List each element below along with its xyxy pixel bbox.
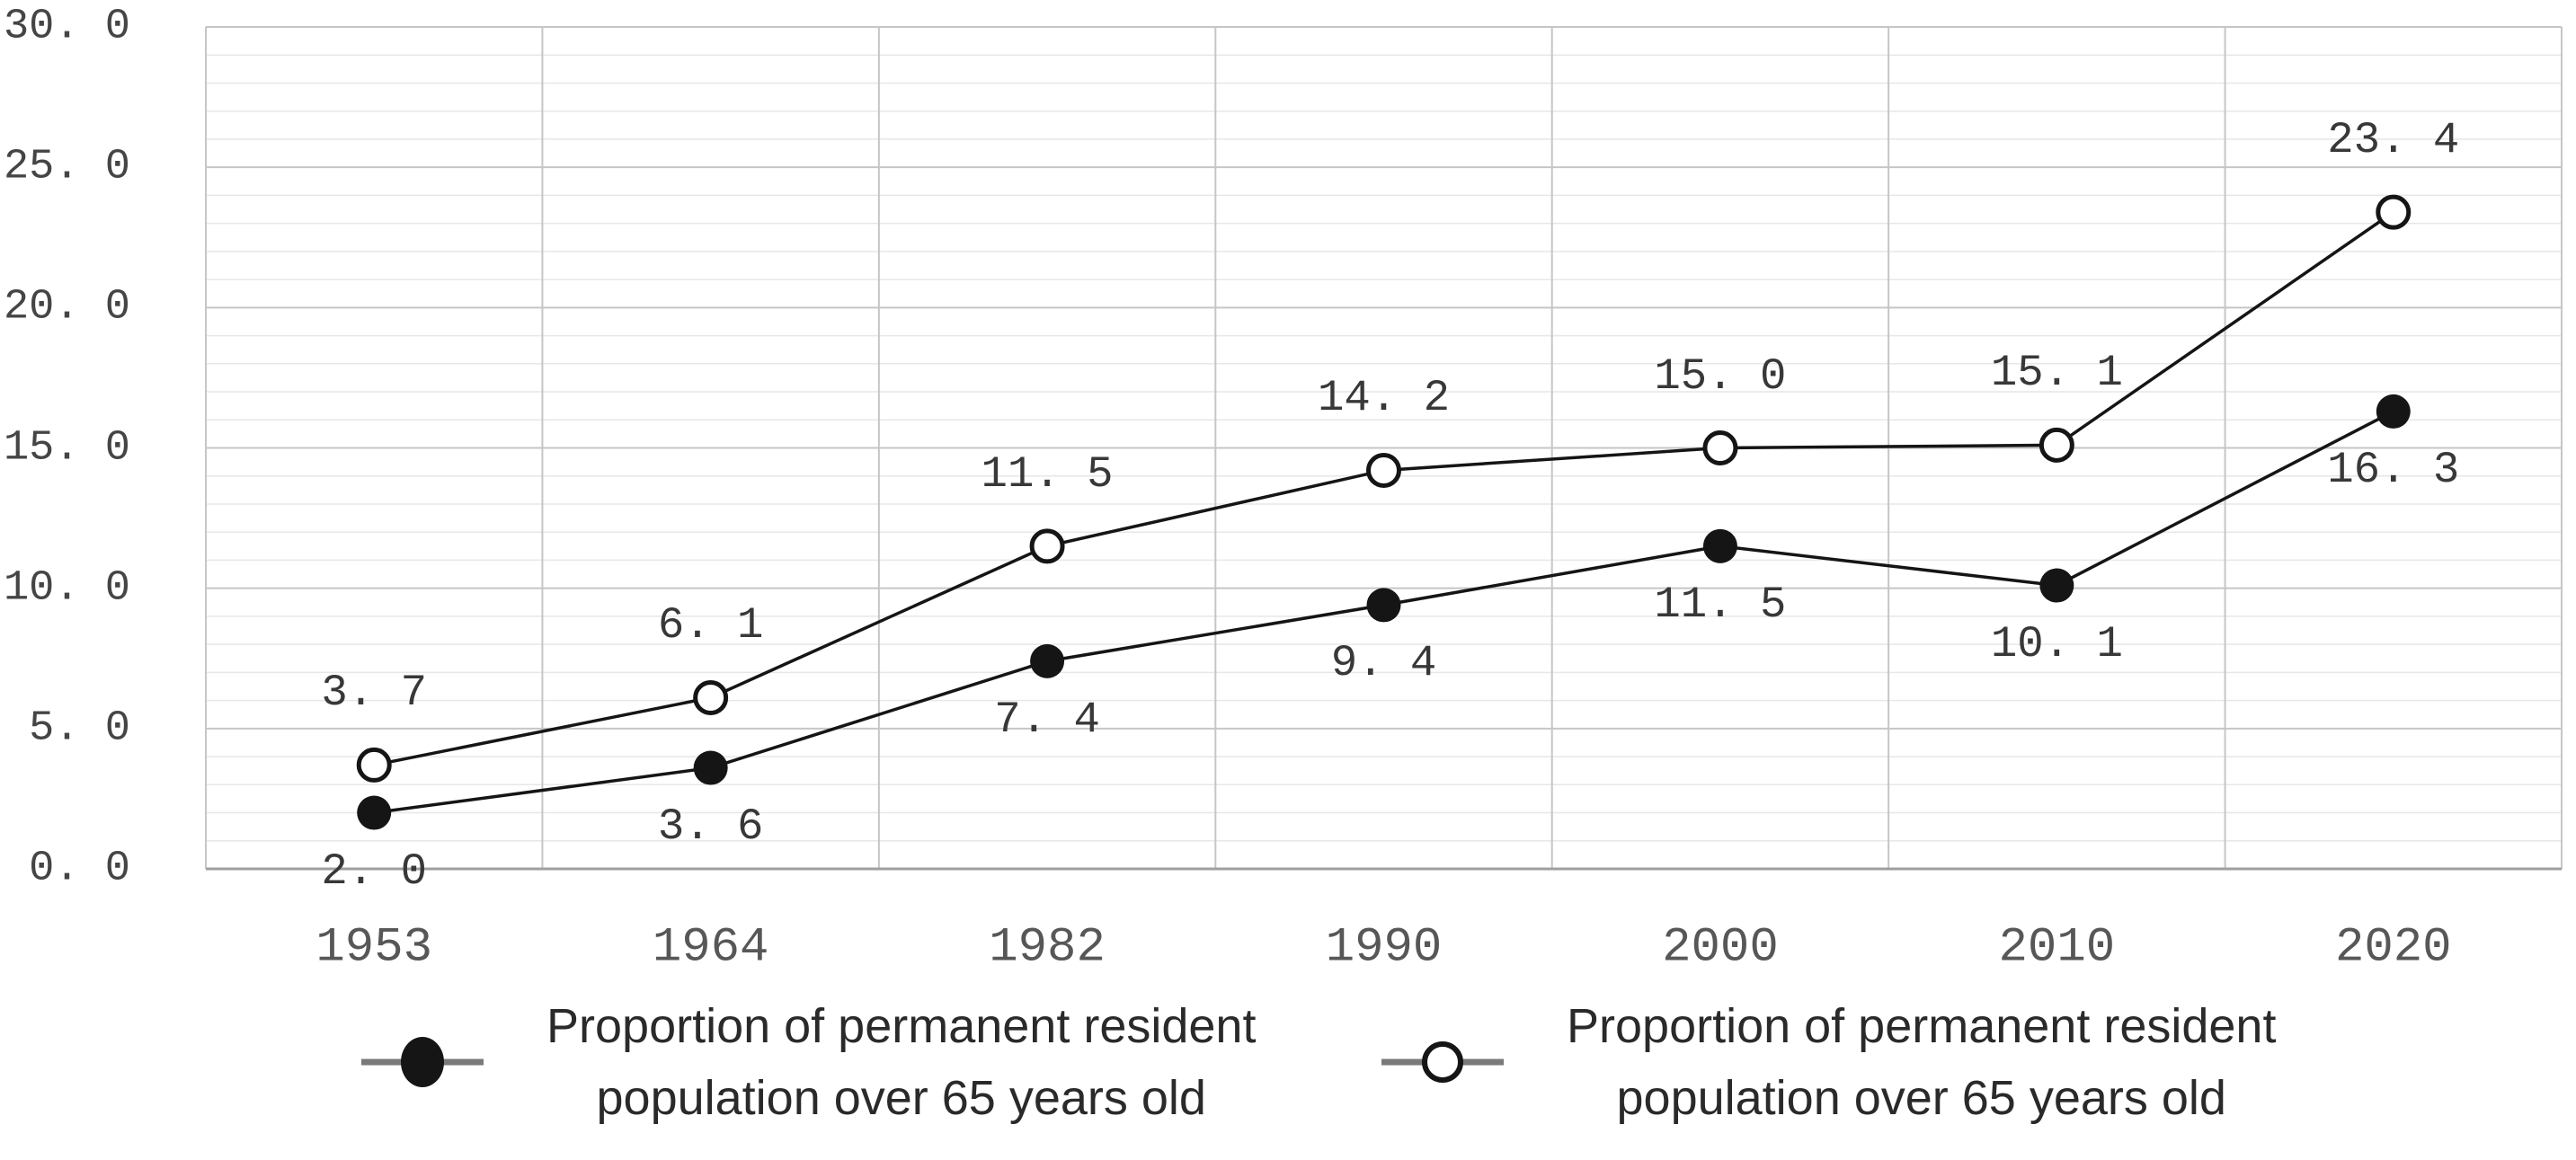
- y-axis-tick-label: 15. 0: [3, 424, 130, 472]
- open-circle-marker: [693, 679, 729, 715]
- legend-label: Proportion of permanent resident populat…: [1567, 990, 2276, 1134]
- x-axis-tick-label: 1990: [1325, 920, 1443, 976]
- legend-item-filled-series: Proportion of permanent resident populat…: [360, 990, 1256, 1134]
- data-label: 11. 5: [981, 448, 1114, 500]
- open-circle-legend-icon: [1381, 1041, 1504, 1083]
- open-circle-marker: [2376, 194, 2412, 230]
- data-label: 3. 6: [657, 801, 764, 852]
- data-label: 2. 0: [321, 846, 428, 897]
- filled-circle-marker: [1702, 528, 1737, 563]
- open-circle-marker: [356, 747, 392, 783]
- y-axis-tick-label: 10. 0: [3, 564, 130, 613]
- data-label: 9. 4: [1330, 638, 1437, 689]
- legend-item-open-series: Proportion of permanent resident populat…: [1380, 990, 2276, 1134]
- x-axis-tick-label: 2000: [1662, 920, 1779, 976]
- legend-label-line1: Proportion of permanent resident: [546, 999, 1257, 1053]
- data-label: 23. 4: [2327, 115, 2460, 166]
- open-circle-marker: [1702, 430, 1738, 465]
- open-circle-marker: [1366, 452, 1401, 488]
- data-label: 3. 7: [321, 668, 428, 719]
- legend-label-line2: population over 65 years old: [1616, 1071, 2226, 1125]
- x-axis-tick-label: 1982: [989, 920, 1106, 976]
- open-circle-marker: [1029, 528, 1065, 564]
- legend-label-line1: Proportion of permanent resident: [1567, 999, 2277, 1053]
- x-axis-tick-label: 2020: [2334, 920, 2452, 976]
- data-label: 15. 0: [1654, 350, 1787, 402]
- data-label: 15. 1: [1990, 348, 2123, 399]
- legend-label-line2: population over 65 years old: [596, 1071, 1206, 1125]
- plot-area: [205, 26, 2563, 871]
- y-axis-tick-label: 5. 0: [29, 704, 130, 753]
- y-axis-tick-label: 0. 0: [29, 845, 130, 893]
- data-label: 14. 2: [1317, 373, 1451, 424]
- data-label: 6. 1: [657, 600, 764, 651]
- y-axis-tick-label: 25. 0: [3, 143, 130, 191]
- legend-label: Proportion of permanent resident populat…: [546, 990, 1256, 1134]
- x-axis-tick-label: 2010: [1998, 920, 2116, 976]
- data-label: 16. 3: [2327, 444, 2460, 495]
- filled-circle-marker: [357, 795, 392, 830]
- x-axis-tick-label: 1964: [652, 920, 769, 976]
- filled-circle-marker: [2039, 568, 2074, 603]
- data-label: 11. 5: [1654, 579, 1787, 630]
- data-label: 10. 1: [1990, 618, 2123, 669]
- data-label: 7. 4: [994, 694, 1100, 745]
- filled-circle-marker: [1366, 588, 1401, 623]
- filled-circle-marker: [1030, 643, 1065, 678]
- open-circle-marker: [2039, 427, 2074, 463]
- filled-circle-marker: [693, 750, 728, 785]
- x-axis-tick-label: 1953: [315, 920, 433, 976]
- filled-circle-marker: [2376, 394, 2411, 429]
- y-axis-tick-label: 30. 0: [3, 3, 130, 51]
- y-axis-tick-label: 20. 0: [3, 283, 130, 332]
- filled-circle-legend-icon: [361, 1037, 484, 1087]
